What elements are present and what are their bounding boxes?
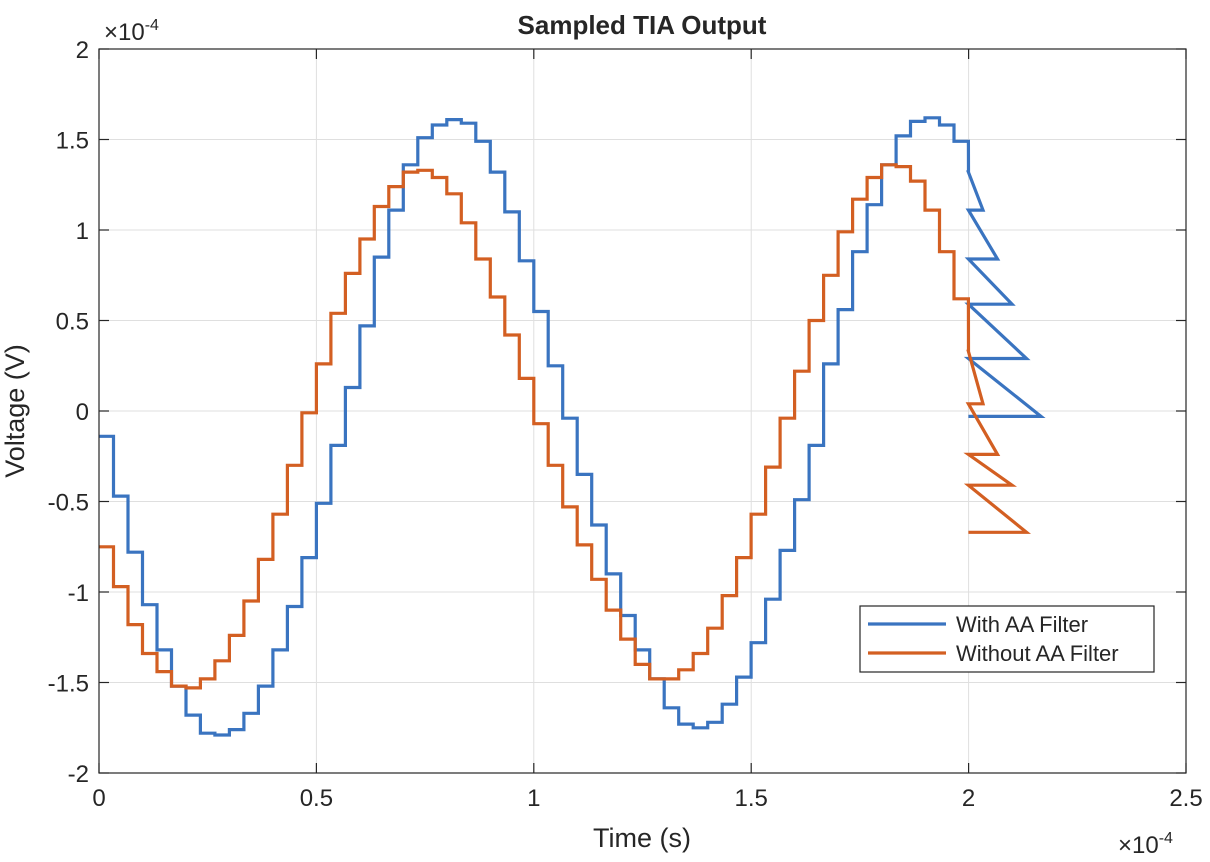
x-axis-label: Time (s) [593, 823, 691, 853]
y-tick-label: 1.5 [56, 128, 89, 155]
x-tick-label: 1 [527, 785, 540, 812]
series-line-without-aa-filter [99, 163, 1032, 690]
x-tick-label: 1.5 [735, 785, 768, 812]
series-layer [99, 116, 1046, 737]
legend: With AA Filter Without AA Filter [859, 605, 1155, 673]
y-axis-label: Voltage (V) [0, 344, 30, 478]
x-tick-label: 0.5 [300, 785, 333, 812]
x-tick-label: 0 [92, 785, 105, 812]
ticks: 0 0.5 1 1.5 2 2.5 2 1.5 1 0.5 0 -0.5 -1 -1.5 -2 [48, 37, 1203, 812]
x-multiplier: ×10-4 [1118, 830, 1173, 859]
y-multiplier: ×10-4 [104, 17, 159, 46]
legend-label-with-aa-filter: With AA Filter [956, 612, 1088, 637]
y-tick-label: 2 [76, 37, 89, 64]
y-tick-label: 0 [76, 399, 89, 426]
y-tick-label: 0.5 [56, 309, 89, 336]
y-tick-label: -1 [68, 580, 89, 607]
y-tick-label: -0.5 [48, 490, 89, 517]
chart-title: Sampled TIA Output [518, 10, 767, 40]
legend-label-without-aa-filter: Without AA Filter [956, 641, 1119, 666]
x-tick-label: 2.5 [1169, 785, 1202, 812]
y-tick-label: 1 [76, 218, 89, 245]
legend-box [859, 605, 1155, 673]
x-tick-label: 2 [962, 785, 975, 812]
y-tick-label: -2 [68, 761, 89, 788]
series-line-with-aa-filter [99, 116, 1046, 737]
y-tick-label: -1.5 [48, 671, 89, 698]
